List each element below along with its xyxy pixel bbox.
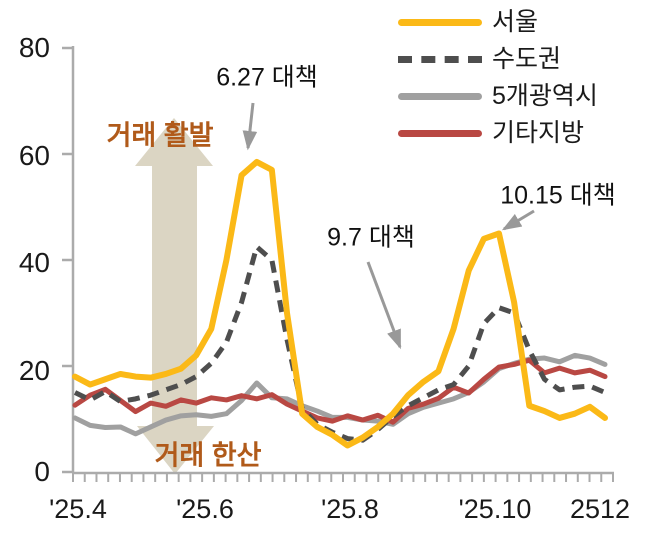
activity-double-arrow xyxy=(135,118,214,474)
legend-label-other-regions: 기타지방 xyxy=(492,119,585,147)
legend-label-five-metro: 5개광역시 xyxy=(492,82,598,110)
legend-item-sudogwon: 수도권 xyxy=(398,45,598,74)
x-axis-label-oct: '25.10 xyxy=(458,494,532,524)
legend-swatch-five-metro xyxy=(398,93,482,100)
legend-item-five-metro: 5개광역시 xyxy=(398,82,598,111)
annotation-1015-label: 10.15 대책 xyxy=(500,181,616,210)
legend-swatch-sudogwon xyxy=(398,56,482,63)
zone-label-quiet: 거래 한산 xyxy=(154,440,262,471)
legend-label-sudogwon: 수도권 xyxy=(492,45,562,73)
series-layer xyxy=(72,158,608,449)
series-line-seoul xyxy=(72,158,608,449)
series-line-other-regions xyxy=(72,357,608,425)
zone-label-active: 거래 활발 xyxy=(106,120,214,151)
y-axis-label-40: 40 xyxy=(18,247,50,278)
legend: 서울 수도권 5개광역시 기타지방 xyxy=(398,8,598,148)
x-axis-label-aug: '25.8 xyxy=(321,494,379,524)
axis-ticks xyxy=(62,46,614,482)
arrow-97 xyxy=(366,261,402,350)
legend-label-seoul: 서울 xyxy=(492,8,539,36)
x-axis-label-apr: '25.4 xyxy=(49,494,107,524)
arrow-627 xyxy=(242,102,258,151)
y-axis-label-80: 80 xyxy=(18,32,50,63)
annotation-627-label: 6.27 대책 xyxy=(216,63,318,92)
y-axis-label-20: 20 xyxy=(18,355,50,386)
legend-item-other-regions: 기타지방 xyxy=(398,119,598,148)
annotation-arrows xyxy=(242,102,535,350)
y-axis-label-60: 60 xyxy=(18,140,50,171)
x-axis-label-jun: '25.6 xyxy=(176,494,234,524)
legend-item-seoul: 서울 xyxy=(398,8,598,37)
x-axis-label-dec: 2512 xyxy=(569,494,631,524)
legend-swatch-other-regions xyxy=(398,130,482,137)
arrow-1015 xyxy=(501,209,535,231)
annotation-97-label: 9.7 대책 xyxy=(327,223,415,252)
legend-swatch-seoul xyxy=(398,19,482,26)
y-axis-label-0: 0 xyxy=(34,456,50,487)
